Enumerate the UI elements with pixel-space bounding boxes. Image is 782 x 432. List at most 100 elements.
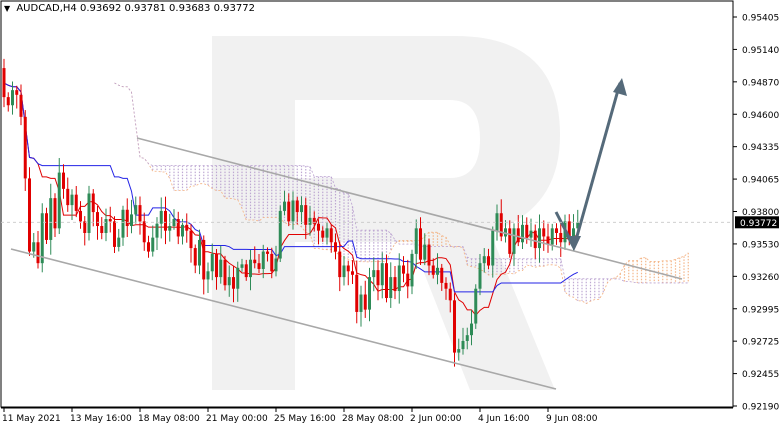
channel-lower-line — [10, 248, 557, 390]
candle-body — [334, 242, 337, 252]
candle — [482, 248, 486, 273]
candle-body — [113, 221, 116, 247]
candle-body — [198, 239, 201, 266]
candle — [40, 203, 44, 273]
candle — [410, 249, 414, 295]
candle-body — [176, 219, 180, 237]
candle — [495, 204, 499, 241]
candle-body — [117, 237, 121, 247]
symbol-label: AUDCAD,H4 — [16, 3, 77, 14]
candle-body — [87, 193, 91, 233]
candle-body — [172, 219, 176, 227]
candle-body — [74, 194, 78, 211]
candle — [168, 213, 172, 242]
x-tick-label: 28 May 08:00 — [342, 414, 404, 424]
candle — [461, 327, 465, 355]
candle-body — [406, 273, 410, 287]
candle-body — [495, 213, 499, 231]
candle — [74, 186, 78, 218]
candle-body — [368, 277, 371, 310]
candle-body — [359, 294, 363, 312]
y-tick-label: 0.95405 — [742, 14, 779, 24]
candle-body — [419, 228, 422, 260]
candle — [457, 338, 461, 361]
candle-body — [283, 201, 286, 211]
candle-body — [185, 224, 189, 231]
candle-body — [499, 213, 503, 237]
candle — [512, 223, 516, 266]
candle — [308, 206, 312, 236]
candle-body — [244, 264, 248, 278]
candle-body — [436, 267, 439, 275]
candle — [244, 259, 248, 281]
candle-body — [155, 223, 159, 238]
candle-body — [57, 172, 61, 229]
x-tick-label: 18 May 08:00 — [138, 414, 200, 424]
candle-body — [572, 228, 575, 240]
candle-body — [28, 178, 31, 252]
candle — [185, 213, 189, 243]
candle — [87, 185, 91, 241]
candle-body — [338, 251, 342, 278]
candle — [317, 219, 320, 245]
candle — [83, 216, 87, 246]
candle — [104, 208, 108, 242]
candle — [147, 235, 150, 258]
candle-body — [355, 274, 359, 312]
candle — [393, 266, 397, 300]
candle — [53, 193, 57, 237]
candle — [278, 205, 282, 263]
candle — [125, 198, 129, 238]
candle — [257, 253, 261, 274]
candle-body — [108, 219, 112, 222]
candle-body — [227, 277, 231, 286]
candle — [15, 85, 19, 109]
candle — [423, 233, 427, 266]
candle — [474, 284, 478, 329]
candle-body — [559, 232, 563, 243]
candle — [57, 158, 61, 235]
candle — [274, 245, 278, 277]
candle — [249, 249, 252, 291]
candle — [36, 230, 40, 269]
candle-body — [508, 228, 512, 254]
candle-body — [189, 230, 193, 249]
candle-body — [66, 188, 70, 206]
candle — [478, 254, 482, 296]
candle-body — [427, 244, 431, 266]
candle — [508, 220, 512, 258]
candle — [334, 233, 337, 260]
candle-body — [142, 221, 146, 243]
y-tick-label: 0.92190 — [742, 403, 779, 413]
candle — [164, 196, 167, 245]
channel-upper-line — [136, 137, 683, 280]
tenkan-sen-line — [3, 82, 579, 317]
triangle-down-icon[interactable]: ▼ — [4, 4, 11, 13]
x-tick-label: 25 May 16:00 — [274, 414, 336, 424]
candle-body — [210, 253, 214, 272]
candle-body — [550, 228, 554, 245]
candle — [240, 258, 244, 272]
candle-body — [70, 194, 74, 206]
candle — [108, 206, 112, 233]
candle-body — [393, 277, 397, 292]
candle-body — [538, 228, 541, 249]
candle — [283, 190, 286, 216]
candle — [427, 238, 431, 276]
candle — [232, 265, 235, 303]
candle — [206, 262, 210, 294]
candle-body — [232, 277, 235, 289]
candle-body — [516, 228, 520, 243]
candle-body — [465, 335, 469, 341]
current-price-badge — [735, 216, 779, 229]
candle — [62, 164, 65, 199]
candle — [453, 293, 456, 367]
candle — [516, 214, 520, 247]
candle — [368, 267, 371, 322]
candle — [181, 218, 184, 245]
candle-body — [193, 248, 197, 266]
y-tick-label: 0.94335 — [742, 143, 779, 153]
candle-body — [130, 214, 133, 227]
candle-body — [385, 263, 388, 299]
